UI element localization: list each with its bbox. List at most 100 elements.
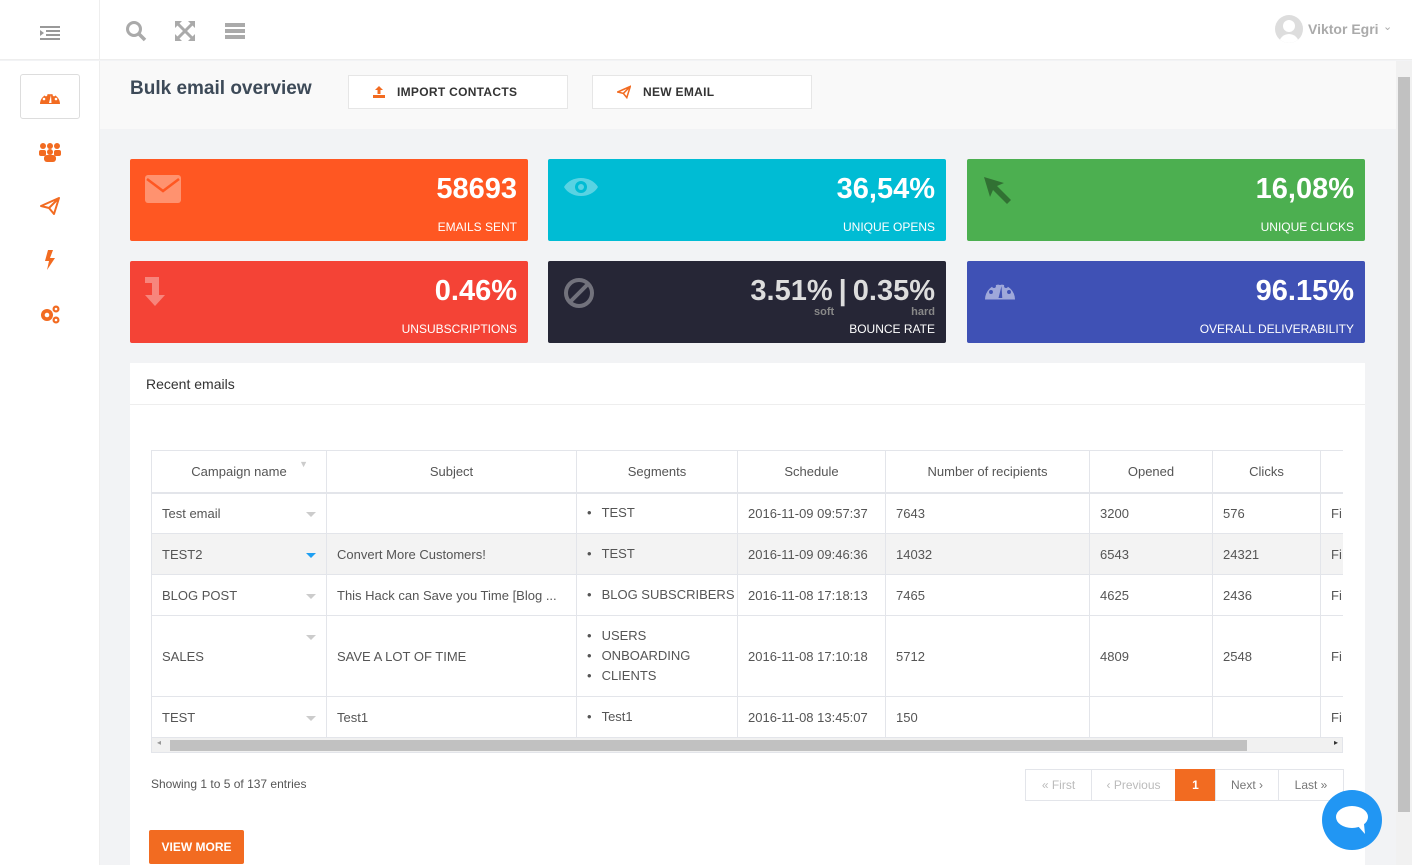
page-last-button[interactable]: Last »	[1278, 769, 1344, 801]
campaign-name-cell-text: TEST2	[162, 546, 203, 562]
chevron-down-icon[interactable]	[306, 593, 316, 599]
subject-cell	[326, 492, 577, 534]
stat-label: UNSUBSCRIPTIONS	[401, 322, 517, 336]
segments-cell: TEST	[576, 533, 738, 575]
segment-item: BLOG SUBSCRIBERS	[587, 585, 735, 605]
page-next-button[interactable]: Next ›	[1215, 769, 1279, 801]
sidebar-item-contacts[interactable]	[20, 129, 80, 174]
clicks-cell: 2548	[1212, 615, 1321, 697]
chat-button[interactable]	[1322, 790, 1382, 850]
import-contacts-button[interactable]: IMPORT CONTACTS	[348, 75, 568, 109]
subject-cell: Convert More Customers!	[326, 533, 577, 575]
page-1-button[interactable]: 1	[1175, 769, 1216, 801]
table-wrapper: Campaign name ▼ Subject Segments Schedule Num…	[151, 450, 1343, 754]
column-header[interactable]: Schedule	[737, 450, 886, 494]
clicks-cell-text: 2436	[1223, 587, 1252, 603]
search-icon[interactable]	[125, 20, 147, 42]
sidebar-item-campaigns[interactable]	[20, 183, 80, 228]
stat-value: 16,08%	[1255, 173, 1354, 205]
column-header[interactable]: Opened	[1089, 450, 1213, 494]
schedule-cell: 2016-11-08 17:18:13	[737, 574, 886, 616]
chevron-down-icon[interactable]	[306, 715, 316, 721]
new-email-label: NEW EMAIL	[643, 85, 715, 99]
sort-icon[interactable]: ▼	[299, 459, 308, 469]
column-header[interactable]: Subject	[326, 450, 577, 494]
table-row[interactable]: TEST2 Convert More Customers! TEST 2016-11-…	[151, 533, 1343, 575]
arrow-down-icon	[145, 277, 165, 306]
view-more-button[interactable]: VIEW MORE	[149, 830, 244, 864]
segment-item: CLIENTS	[587, 666, 727, 686]
segments-cell: BLOG SUBSCRIBERS	[576, 574, 738, 616]
stat-label: UNIQUE OPENS	[842, 220, 935, 234]
subject-cell: SAVE A LOT OF TIME	[326, 615, 577, 697]
segments-cell: USERSONBOARDINGCLIENTS	[576, 615, 738, 697]
sidebar-item-dashboard[interactable]	[20, 74, 80, 119]
page-header: Bulk email overview IMPORT CONTACTS NEW …	[100, 61, 1396, 129]
clicks-cell	[1212, 696, 1321, 738]
stat-unsubscriptions: 0.46% UNSUBSCRIPTIONS	[130, 261, 528, 343]
page-scrollbar-thumb[interactable]	[1398, 77, 1410, 812]
server-icon[interactable]	[225, 20, 245, 42]
chevron-down-icon[interactable]: ⌄	[1383, 21, 1393, 33]
clicks-cell-text: 2548	[1223, 648, 1252, 664]
stat-value: 0.46%	[434, 275, 517, 307]
panel-title: Recent emails	[146, 376, 235, 392]
campaign-name-cell: Test email	[151, 492, 327, 534]
expand-icon[interactable]	[175, 20, 195, 42]
sidebar-item-automation[interactable]	[20, 237, 80, 282]
chevron-down-icon[interactable]	[306, 511, 316, 517]
stat-label: BOUNCE RATE	[849, 322, 935, 336]
horizontal-scrollbar[interactable]: ◂ ▸	[151, 737, 1343, 753]
page-first-button[interactable]: « First	[1025, 769, 1092, 801]
page-scrollbar[interactable]	[1396, 61, 1412, 865]
table-row[interactable]: SALES SAVE A LOT OF TIME USERSONBOARDINGCL…	[151, 615, 1343, 697]
import-label: IMPORT CONTACTS	[397, 85, 518, 99]
clicks-cell: 24321	[1212, 533, 1321, 575]
table-row[interactable]: BLOG POST This Hack can Save you Time [Bl…	[151, 574, 1343, 616]
opened-cell-text: 3200	[1100, 505, 1129, 521]
clicks-cell-text: 24321	[1223, 546, 1260, 562]
stat-label: EMAILS SENT	[437, 220, 517, 234]
table-row[interactable]: Test email TEST 2016-11-09 09:57:37 7643 320…	[151, 492, 1343, 534]
segment-item: ONBOARDING	[587, 646, 727, 666]
schedule-cell-text: 2016-11-09 09:46:36	[748, 546, 868, 562]
campaign-name-cell-text: Test email	[162, 505, 221, 521]
column-header[interactable]	[1320, 450, 1343, 494]
table-row[interactable]: TEST Test1 Test1 2016-11-08 13:45:07 150 Fi	[151, 696, 1343, 738]
campaign-name-cell: SALES	[151, 615, 327, 697]
column-header[interactable]: Clicks	[1212, 450, 1321, 494]
chevron-down-icon[interactable]	[306, 634, 316, 640]
column-header[interactable]: Number of recipients	[885, 450, 1090, 494]
extra-cell: Fi	[1320, 696, 1343, 738]
campaign-name-cell-text: SALES	[162, 648, 204, 664]
hard-bounce-value: 0.35%	[852, 275, 935, 307]
opened-cell-text: 6543	[1100, 546, 1129, 562]
indent-icon[interactable]	[40, 22, 60, 44]
contacts-icon	[39, 142, 61, 162]
page-previous-button[interactable]: ‹ Previous	[1091, 769, 1176, 801]
recipients-cell-text: 14032	[896, 546, 933, 562]
campaign-name-cell: BLOG POST	[151, 574, 327, 616]
scrollbar-thumb[interactable]	[170, 740, 1247, 751]
schedule-cell: 2016-11-08 13:45:07	[737, 696, 886, 738]
campaign-name-cell-text: TEST	[162, 709, 196, 725]
avatar[interactable]	[1275, 15, 1303, 43]
stat-unique-opens: 36,54% UNIQUE OPENS	[548, 159, 946, 241]
page-title: Bulk email overview	[130, 78, 312, 99]
stat-label: OVERALL DELIVERABILITY	[1199, 322, 1354, 336]
extra-cell: Fi	[1320, 574, 1343, 616]
user-name[interactable]: Viktor Egri	[1308, 21, 1379, 37]
opened-cell: 3200	[1089, 492, 1213, 534]
schedule-cell-text: 2016-11-08 13:45:07	[748, 709, 868, 725]
column-header[interactable]: Segments	[576, 450, 738, 494]
new-email-button[interactable]: NEW EMAIL	[592, 75, 812, 109]
sidebar-item-settings[interactable]	[20, 291, 80, 336]
automation-icon	[45, 249, 55, 270]
stat-value: 36,54%	[836, 173, 935, 205]
chevron-down-icon[interactable]	[306, 552, 316, 558]
campaign-name-cell-text: BLOG POST	[162, 587, 238, 603]
column-header[interactable]: Campaign name ▼	[151, 450, 327, 494]
extra-cell: Fi	[1320, 533, 1343, 575]
table-info: Showing 1 to 5 of 137 entries	[151, 777, 307, 791]
extra-cell-text: Fi	[1331, 709, 1342, 725]
